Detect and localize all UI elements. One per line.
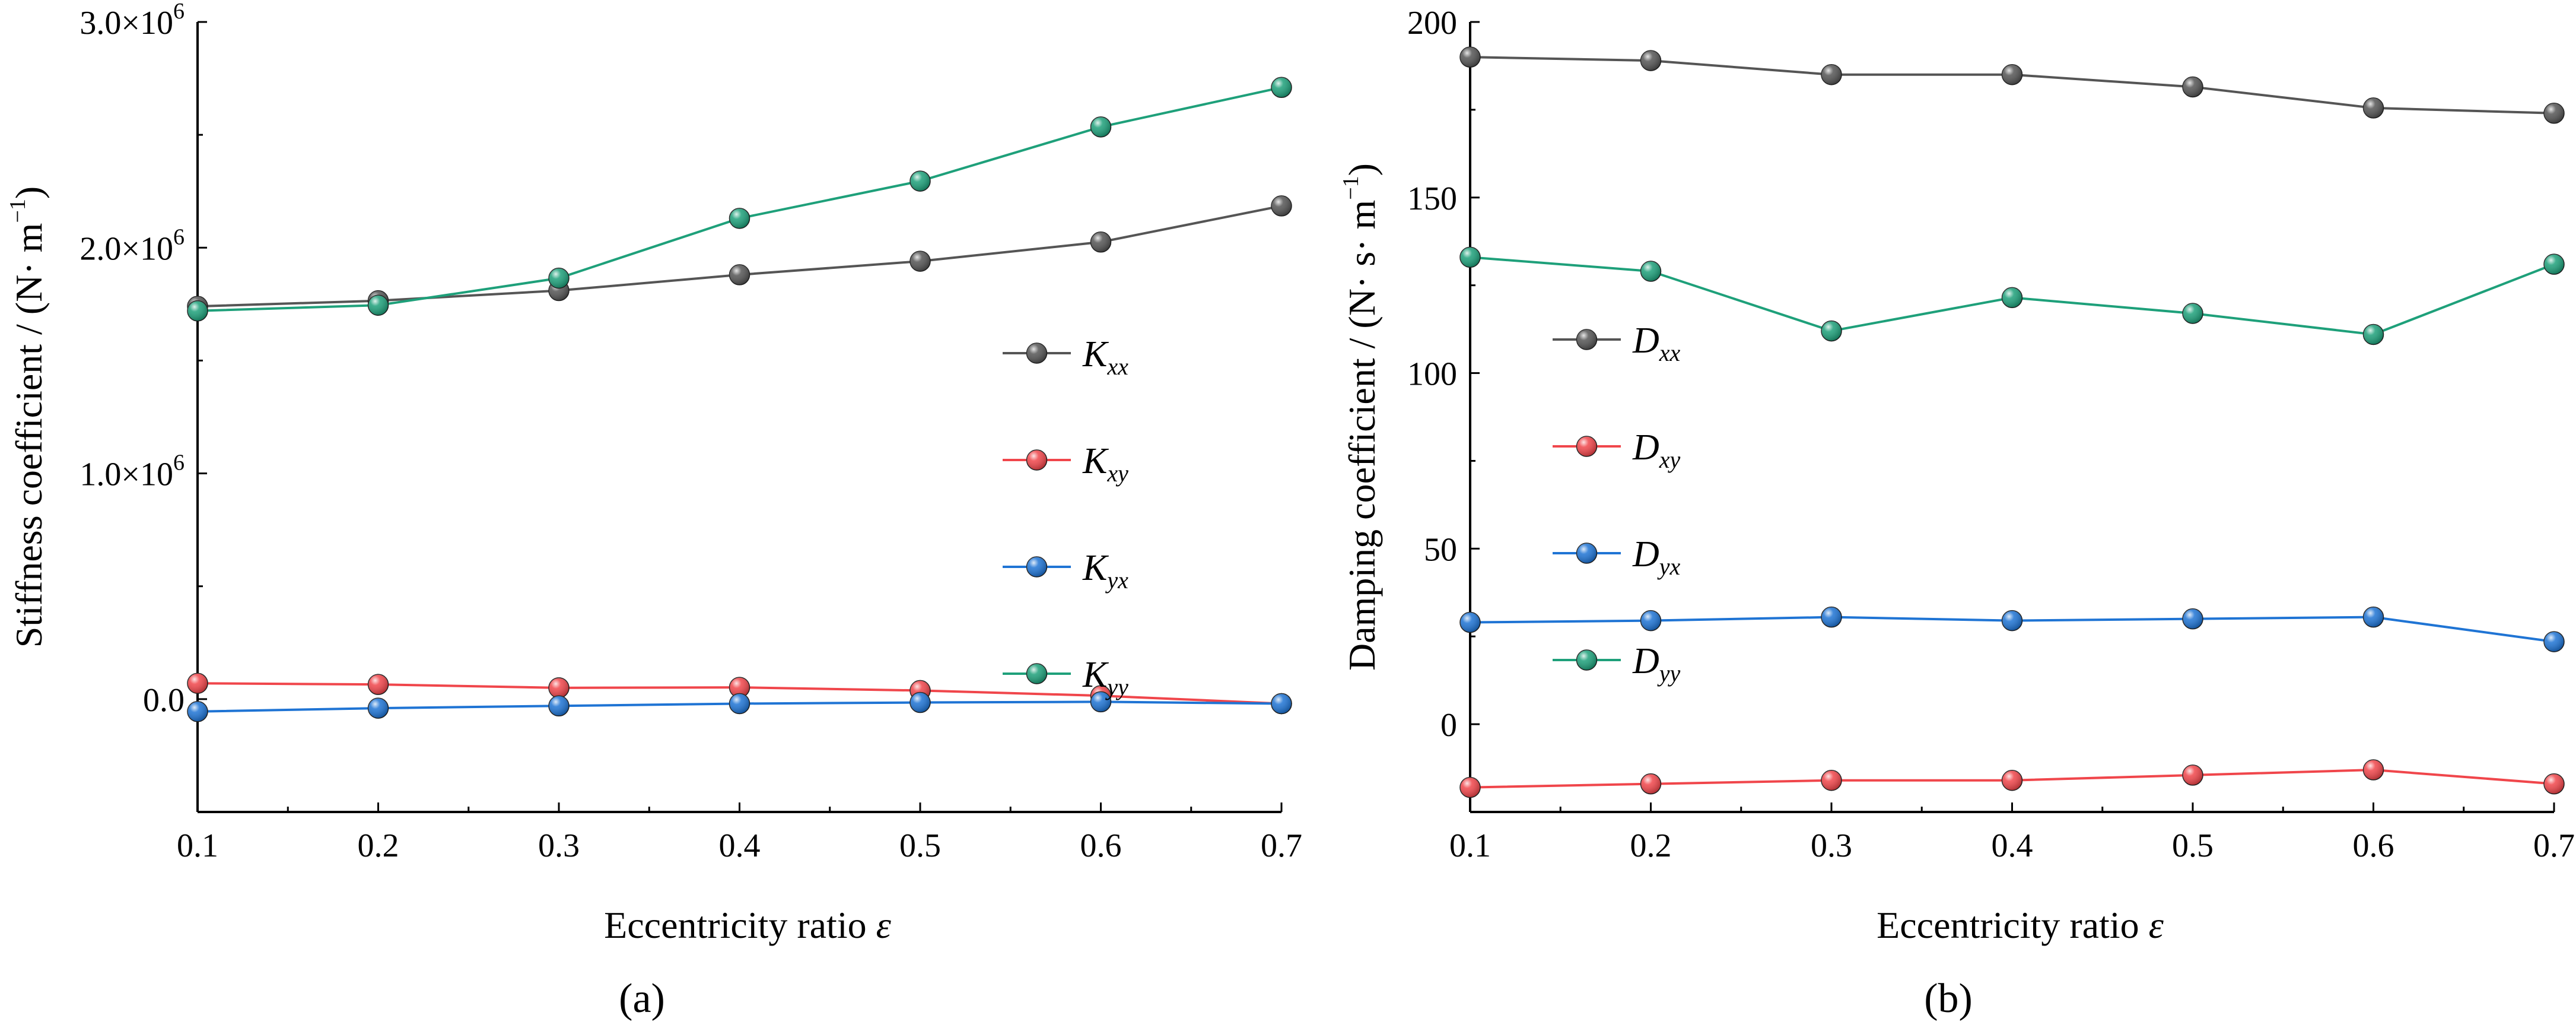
data-point-shading <box>2183 77 2203 97</box>
legend-marker-shading <box>1026 664 1047 684</box>
data-point-shading <box>2544 254 2564 275</box>
legend-marker-shading <box>1026 450 1047 470</box>
x-tick-label: 0.2 <box>1630 827 1672 864</box>
x-tick-label: 0.4 <box>1992 827 2033 864</box>
y-tick-label: 0.0 <box>143 682 185 719</box>
x-tick-label: 0.3 <box>538 827 580 864</box>
x-tick-label: 0.5 <box>899 827 941 864</box>
x-axis-title: Eccentricity ratio ε <box>1877 904 2164 946</box>
damping-chart-panel: 0.1 0.2 0.3 0.4 0.5 0.6 0.7 0 50 100 150 200 Dxx Dxy D… <box>1338 5 2575 1022</box>
data-point-shading <box>1271 195 1292 216</box>
data-point-shading <box>1271 693 1292 714</box>
data-point-shading <box>910 251 930 272</box>
data-point-shading <box>2363 607 2384 627</box>
x-tick-label: 0.2 <box>358 827 399 864</box>
data-point-shading <box>187 701 208 722</box>
data-point-shading <box>1090 231 1111 252</box>
legend-label-kxy: Kxy <box>1082 441 1128 487</box>
panel-label: (b) <box>1924 976 1973 1022</box>
x-tick-label: 0.6 <box>2353 827 2394 864</box>
data-point-shading <box>1090 116 1111 137</box>
y-tick-label: 100 <box>1407 356 1457 393</box>
legend-marker-shading <box>1026 343 1047 363</box>
data-point-shading <box>1640 610 1661 631</box>
data-point-shading <box>729 264 750 285</box>
data-point-shading <box>368 295 389 316</box>
data-point-shading <box>1821 607 1842 627</box>
legend-label-dyy: Dyy <box>1632 641 1681 687</box>
data-point-shading <box>1821 321 1842 341</box>
legend-marker-shading <box>1576 329 1597 350</box>
data-point-shading <box>2544 773 2564 794</box>
data-point-shading <box>2183 608 2203 629</box>
data-point-shading <box>1640 261 1661 282</box>
data-point-shading <box>910 171 930 192</box>
data-point-shading <box>1271 77 1292 98</box>
data-point-shading <box>549 696 569 716</box>
data-point-shading <box>910 692 930 713</box>
y-tick-label: 0 <box>1440 707 1457 744</box>
x-tick-label: 0.7 <box>2533 827 2575 864</box>
data-point-shading <box>2002 770 2022 791</box>
data-point-shading <box>729 677 750 698</box>
y-tick-label: 1.0×106 <box>79 451 185 493</box>
y-tick-label: 50 <box>1424 531 1457 568</box>
data-point-shading <box>1821 770 1842 791</box>
legend-marker-shading <box>1576 650 1597 670</box>
data-point-shading <box>729 208 750 229</box>
data-point-shading <box>1640 773 1661 794</box>
x-tick-label: 0.6 <box>1080 827 1122 864</box>
data-point-shading <box>549 268 569 288</box>
legend-marker-shading <box>1576 543 1597 563</box>
legend-marker-shading <box>1026 557 1047 577</box>
x-tick-label: 0.1 <box>1449 827 1491 864</box>
x-tick-label: 0.4 <box>719 827 761 864</box>
data-point-shading <box>187 673 208 694</box>
legend-label-kyx: Kyx <box>1082 548 1128 594</box>
x-tick-label: 0.5 <box>2172 827 2214 864</box>
legend-label-dyx: Dyx <box>1632 534 1681 580</box>
data-point-shading <box>1460 247 1480 268</box>
x-tick-label: 0.1 <box>177 827 218 864</box>
legend-marker-shading <box>1576 436 1597 456</box>
data-point-shading <box>1640 50 1661 71</box>
data-point-shading <box>549 677 569 698</box>
data-point-shading <box>1460 47 1480 68</box>
data-point-shading <box>729 693 750 714</box>
data-point-shading <box>2363 324 2384 345</box>
x-tick-label: 0.3 <box>1811 827 1852 864</box>
y-tick-label: 200 <box>1407 5 1457 42</box>
data-point-shading <box>2002 287 2022 308</box>
data-point-shading <box>1460 777 1480 798</box>
data-point-shading <box>2363 760 2384 781</box>
data-point-shading <box>1090 691 1111 712</box>
panel-label: (a) <box>619 976 665 1022</box>
legend-label-kxx: Kxx <box>1082 334 1128 380</box>
y-tick-label: 150 <box>1407 180 1457 217</box>
legend-label-dxx: Dxx <box>1632 321 1681 366</box>
data-point-shading <box>2544 632 2564 652</box>
x-tick-label: 0.7 <box>1261 827 1302 864</box>
data-point-shading <box>1821 64 1842 85</box>
data-point-shading <box>1460 612 1480 633</box>
data-point-shading <box>2002 610 2022 631</box>
y-axis-title: Stiffness coefficient / (N· m−1) <box>5 186 50 648</box>
legend-label-dxy: Dxy <box>1632 427 1681 473</box>
y-axis-title: Damping coefficient / (N· s· m−1) <box>1338 163 1383 671</box>
data-point-shading <box>187 300 208 321</box>
data-point-shading <box>2183 303 2203 323</box>
y-tick-label: 2.0×106 <box>79 224 185 267</box>
data-point-shading <box>2544 103 2564 123</box>
legend-label-kyy: Kyy <box>1082 655 1128 700</box>
stiffness-chart-panel: 0.1 0.2 0.3 0.4 0.5 0.6 0.7 0.0 1.0×106 2.0×106 3.… <box>5 0 1302 1022</box>
data-point-shading <box>2363 97 2384 118</box>
data-point-shading <box>2002 64 2022 85</box>
x-axis-title: Eccentricity ratio ε <box>604 904 891 946</box>
data-point-shading <box>368 674 389 695</box>
data-point-shading <box>368 698 389 719</box>
data-point-shading <box>2183 764 2203 785</box>
y-tick-label: 3.0×106 <box>79 0 185 42</box>
